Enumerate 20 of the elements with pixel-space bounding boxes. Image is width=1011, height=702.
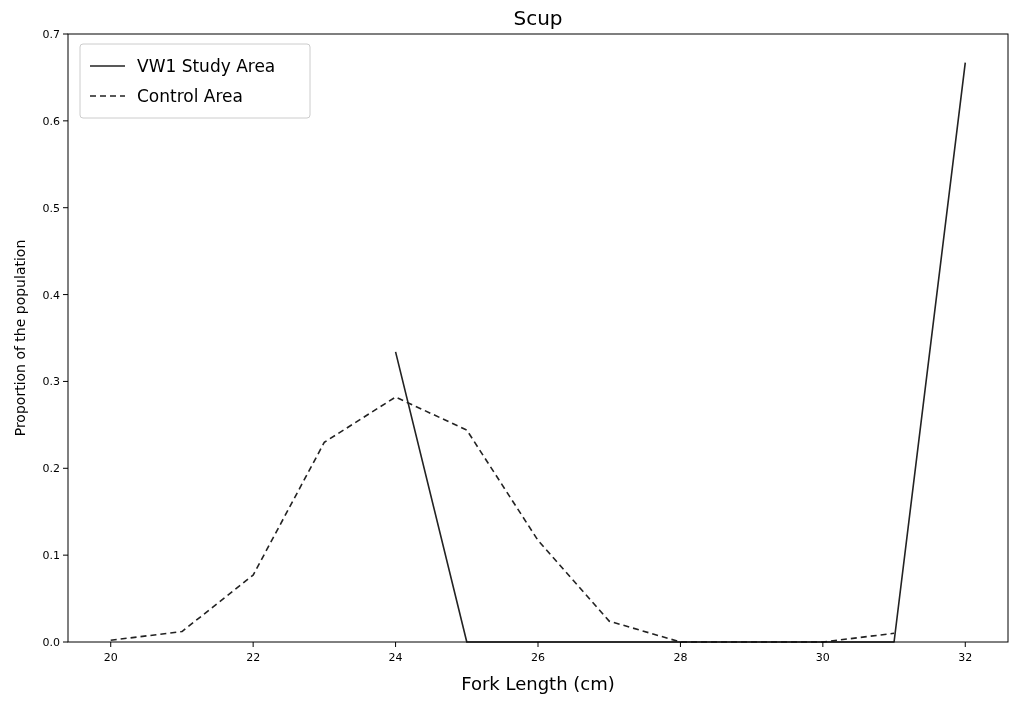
x-tick-label: 30 xyxy=(815,651,830,664)
x-tick-label: 24 xyxy=(388,651,403,664)
chart-title: Scup xyxy=(513,6,563,30)
y-tick-label: 0.1 xyxy=(42,549,60,563)
legend-label: Control Area xyxy=(137,86,243,106)
x-tick-label: 28 xyxy=(673,651,688,664)
legend-label: VW1 Study Area xyxy=(137,56,276,76)
y-tick-label: 0.4 xyxy=(42,288,60,302)
y-tick-label: 0.0 xyxy=(42,636,60,649)
x-tick-label: 32 xyxy=(958,651,973,664)
y-tick-label: 0.3 xyxy=(42,375,60,389)
y-tick-label: 0.5 xyxy=(42,201,60,215)
y-tick-label: 0.2 xyxy=(42,462,60,476)
x-tick-label: 22 xyxy=(246,651,261,664)
x-tick-label: 26 xyxy=(531,651,545,664)
x-tick-label: 20 xyxy=(103,651,118,664)
y-axis-title: Proportion of the population xyxy=(12,239,28,437)
x-axis-title: Fork Length (cm) xyxy=(461,673,615,694)
y-tick-label: 0.6 xyxy=(42,114,60,128)
y-tick-label: 0.7 xyxy=(42,28,60,41)
